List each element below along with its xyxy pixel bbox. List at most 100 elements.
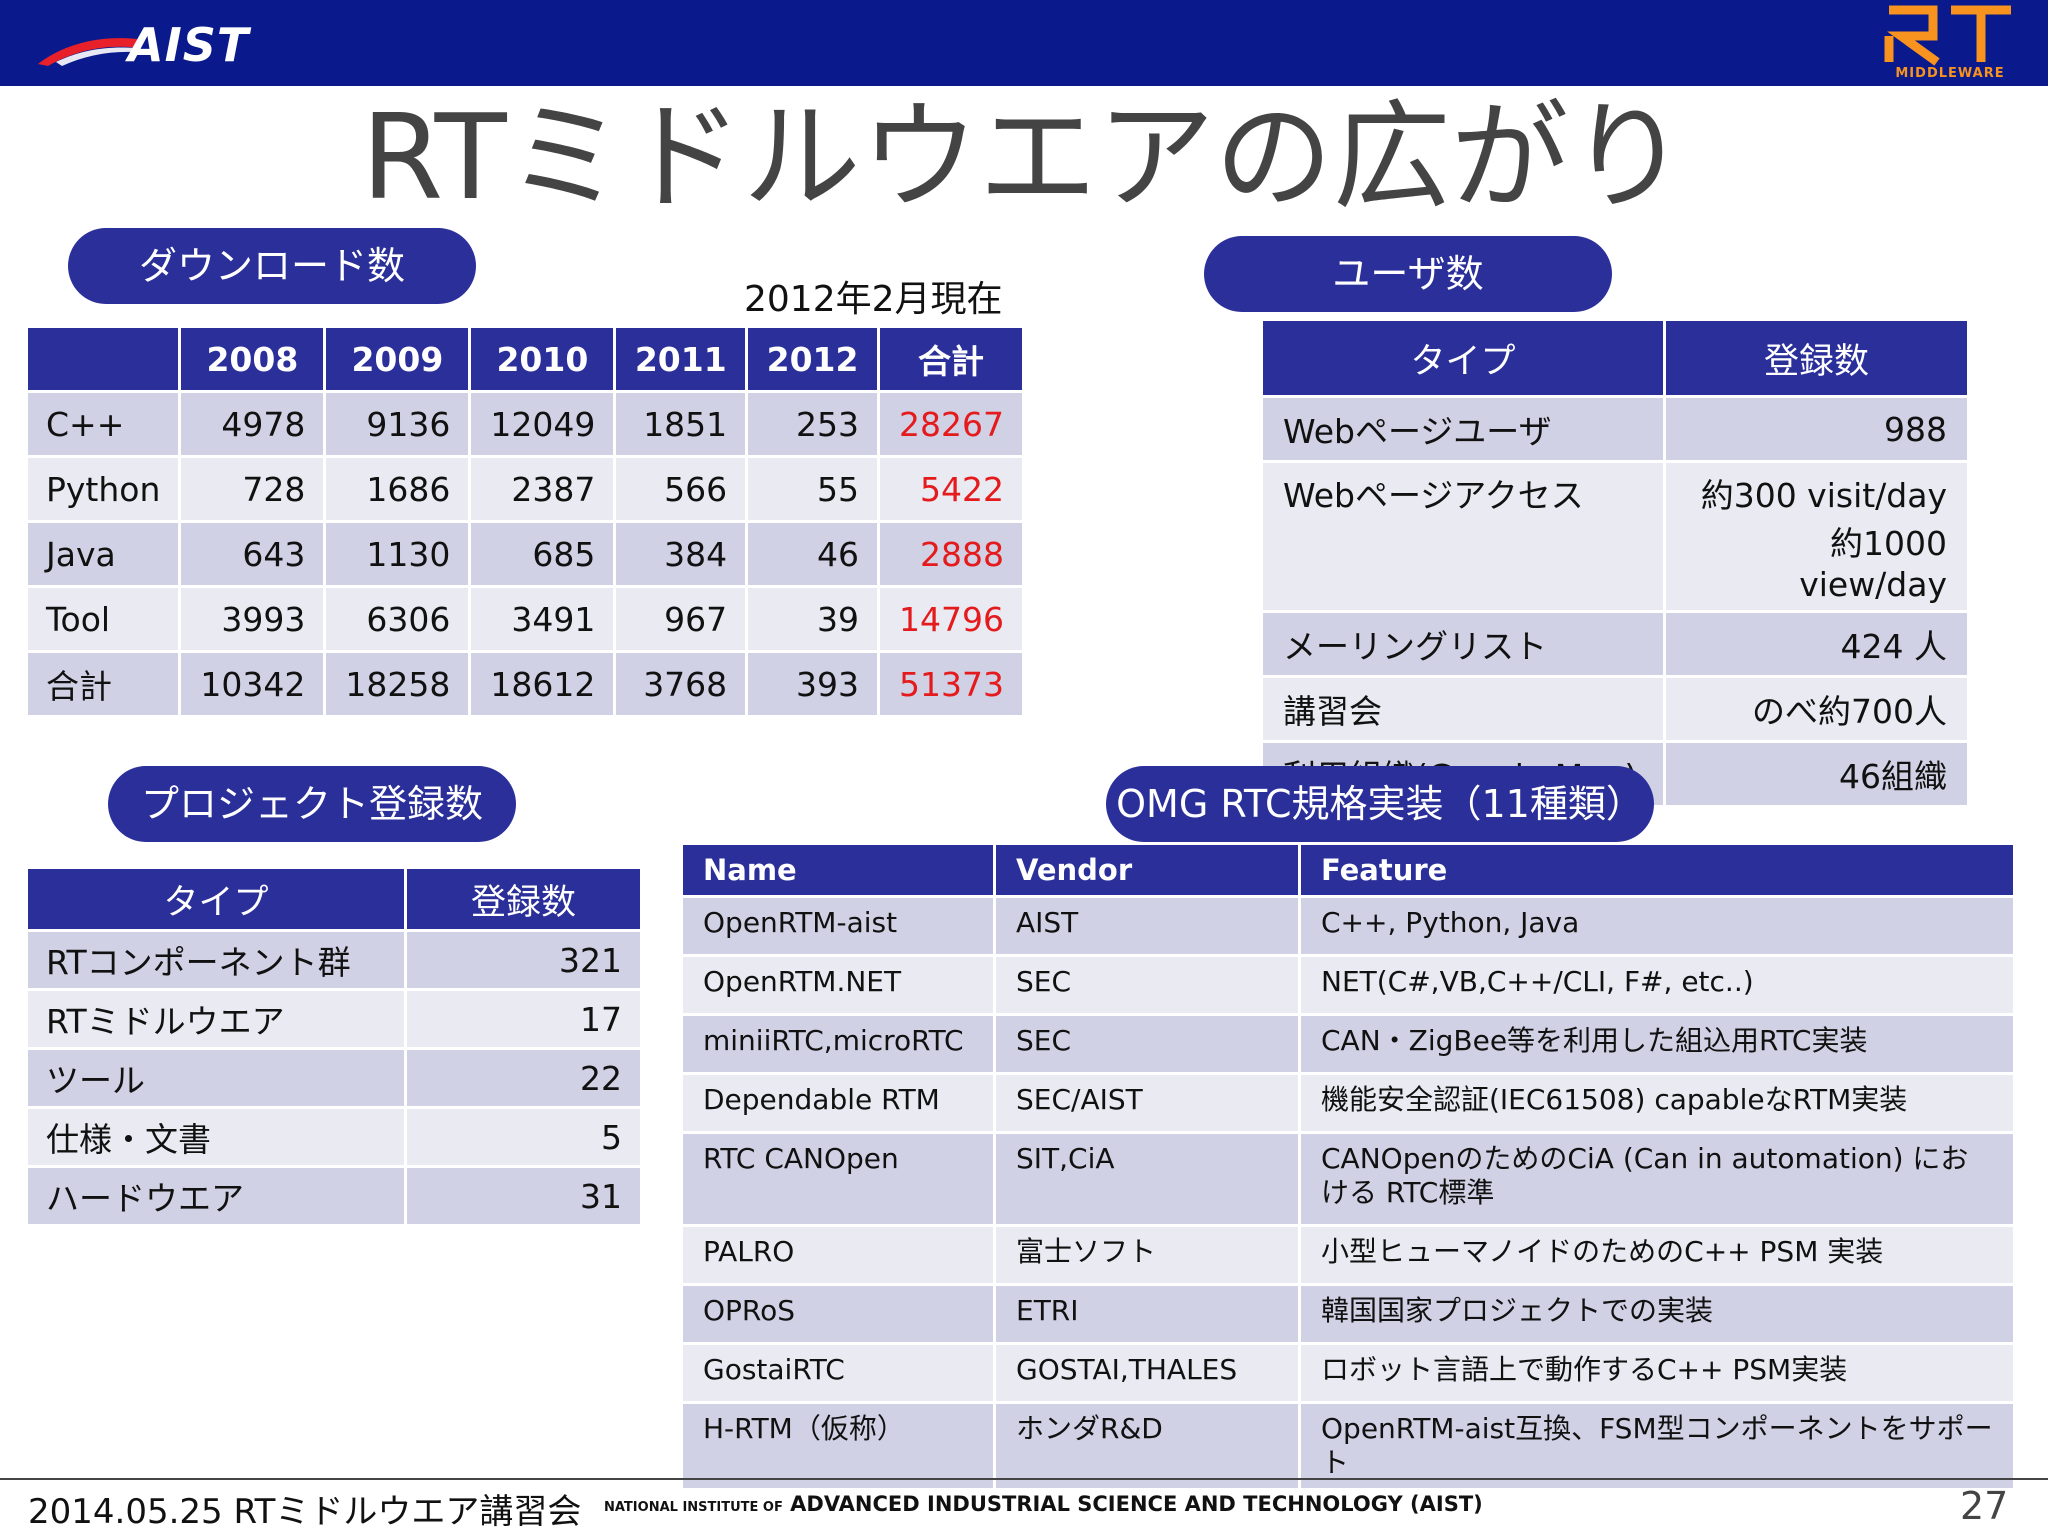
- table-cell: C++: [28, 393, 179, 455]
- table-header-cell: Feature: [1301, 845, 2013, 895]
- aist-logo: AIST: [36, 16, 266, 72]
- table-cell: 合計: [28, 653, 179, 715]
- table-cell: ロボット言語上で動作するC++ PSM実装: [1301, 1345, 2013, 1401]
- rt-middleware-logo: MIDDLEWARE: [1875, 2, 2025, 84]
- table-row: ツール 22: [28, 1050, 640, 1106]
- footer-institute-name: ADVANCED INDUSTRIAL SCIENCE AND TECHNOLO…: [790, 1492, 1483, 1516]
- aist-swoosh-icon: [38, 38, 144, 66]
- table-cell: 3491: [471, 588, 614, 650]
- table-cell: 424 人: [1666, 613, 1967, 675]
- users-pill: ユーザ数: [1204, 236, 1612, 312]
- table-cell: Python: [28, 458, 179, 520]
- table-cell: 仕様・文書: [28, 1109, 404, 1165]
- table-row: PALRO 富士ソフト 小型ヒューマノイドのためのC++ PSM 実装: [683, 1227, 2013, 1283]
- table-cell: 967: [616, 588, 746, 650]
- table-cell: 18612: [471, 653, 614, 715]
- omg-table: Name Vendor Feature OpenRTM-aist AIST C+…: [680, 842, 2016, 1491]
- table-cell: SEC: [996, 957, 1298, 1013]
- table-cell: 3993: [181, 588, 324, 650]
- table-cell: GOSTAI,THALES: [996, 1345, 1298, 1401]
- table-cell: OpenRTM-aist互換、FSM型コンポーネントをサポート: [1301, 1404, 2013, 1488]
- table-row: メーリングリスト 424 人: [1263, 613, 1967, 675]
- table-cell: Webページユーザ: [1263, 398, 1663, 460]
- table-cell: 小型ヒューマノイドのためのC++ PSM 実装: [1301, 1227, 2013, 1283]
- table-cell: SIT,CiA: [996, 1134, 1298, 1224]
- table-header-cell: 2010: [471, 328, 614, 390]
- table-cell: RTC CANOpen: [683, 1134, 993, 1224]
- table-cell: GostaiRTC: [683, 1345, 993, 1401]
- omg-pill: OMG RTC規格実装（11種類）: [1106, 766, 1654, 842]
- table-cell-total: 28267: [879, 393, 1022, 455]
- table-cell: miniiRTC,microRTC: [683, 1016, 993, 1072]
- downloads-pill: ダウンロード数: [68, 228, 476, 304]
- table-cell: 講習会: [1263, 678, 1663, 740]
- table-row: C++ 4978 9136 12049 1851 253 28267: [28, 393, 1022, 455]
- table-cell: 18258: [326, 653, 469, 715]
- table-cell: 22: [407, 1050, 640, 1106]
- table-cell: 6306: [326, 588, 469, 650]
- footer-date-event: 2014.05.25 RTミドルウエア講習会: [28, 1492, 582, 1532]
- table-cell: C++, Python, Java: [1301, 898, 2013, 954]
- table-header-cell: Name: [683, 845, 993, 895]
- table-header-row: タイプ 登録数: [28, 869, 640, 929]
- table-cell: ホンダR&D: [996, 1404, 1298, 1488]
- table-header-cell: 2008: [181, 328, 324, 390]
- table-header-cell: Vendor: [996, 845, 1298, 895]
- footer-divider: [0, 1478, 2048, 1480]
- table-cell: 1130: [326, 523, 469, 585]
- table-row-total: 合計 10342 18258 18612 3768 393 51373: [28, 653, 1022, 715]
- projects-table: タイプ 登録数 RTコンポーネント群 321 RTミドルウエア 17 ツール 2…: [25, 866, 643, 1227]
- table-header-cell: タイプ: [28, 869, 404, 929]
- table-cell: ツール: [28, 1050, 404, 1106]
- table-row: OpenRTM.NET SEC NET(C#,VB,C++/CLI, F#, e…: [683, 957, 2013, 1013]
- table-row: ハードウエア 31: [28, 1168, 640, 1224]
- table-row: miniiRTC,microRTC SEC CAN・ZigBee等を利用した組込…: [683, 1016, 2013, 1072]
- table-cell: OpenRTM-aist: [683, 898, 993, 954]
- rt-logo-icon: [1884, 5, 2011, 66]
- table-cell: 1686: [326, 458, 469, 520]
- table-header-row: 2008 2009 2010 2011 2012 合計: [28, 328, 1022, 390]
- table-header-cell: タイプ: [1263, 321, 1663, 395]
- table-header-row: タイプ 登録数: [1263, 321, 1967, 395]
- users-table: タイプ 登録数 Webページユーザ 988 Webページアクセス 約300 vi…: [1260, 318, 1970, 808]
- table-row: RTC CANOpen SIT,CiA CANOpenのためのCiA (Can …: [683, 1134, 2013, 1224]
- table-cell: 321: [407, 932, 640, 988]
- table-cell: 643: [181, 523, 324, 585]
- table-cell: ハードウエア: [28, 1168, 404, 1224]
- table-cell: 9136: [326, 393, 469, 455]
- table-cell: RTミドルウエア: [28, 991, 404, 1047]
- footer-institute: NATIONAL INSTITUTE OF ADVANCED INDUSTRIA…: [604, 1492, 1483, 1516]
- footer-institute-small: NATIONAL INSTITUTE OF: [604, 1500, 783, 1515]
- table-header-cell: 登録数: [407, 869, 640, 929]
- date-note: 2012年2月現在: [744, 279, 1003, 320]
- table-cell: 46組織: [1666, 743, 1967, 805]
- table-row: RTコンポーネント群 321: [28, 932, 640, 988]
- table-cell: 31: [407, 1168, 640, 1224]
- table-cell: 685: [471, 523, 614, 585]
- table-cell: Dependable RTM: [683, 1075, 993, 1131]
- table-cell: PALRO: [683, 1227, 993, 1283]
- table-cell: 566: [616, 458, 746, 520]
- table-cell: 韓国国家プロジェクトでの実装: [1301, 1286, 2013, 1342]
- table-cell: 39: [748, 588, 877, 650]
- table-cell: Webページアクセス: [1263, 463, 1663, 610]
- table-cell: 988: [1666, 398, 1967, 460]
- table-row: Webページアクセス 約300 visit/day 約1000 view/day: [1263, 463, 1967, 610]
- table-header-row: Name Vendor Feature: [683, 845, 2013, 895]
- table-row: Java 643 1130 685 384 46 2888: [28, 523, 1022, 585]
- access-visits: 約300 visit/day: [1700, 476, 1947, 515]
- downloads-table: 2008 2009 2010 2011 2012 合計 C++ 4978 913…: [25, 325, 1025, 718]
- table-cell: 約300 visit/day 約1000 view/day: [1666, 463, 1967, 610]
- table-row: 仕様・文書 5: [28, 1109, 640, 1165]
- table-row: OpenRTM-aist AIST C++, Python, Java: [683, 898, 2013, 954]
- table-row: GostaiRTC GOSTAI,THALES ロボット言語上で動作するC++ …: [683, 1345, 2013, 1401]
- table-cell-total: 51373: [879, 653, 1022, 715]
- table-header-cell: 2012: [748, 328, 877, 390]
- table-cell: 55: [748, 458, 877, 520]
- table-cell: 10342: [181, 653, 324, 715]
- table-row: Python 728 1686 2387 566 55 5422: [28, 458, 1022, 520]
- aist-logo-text: AIST: [128, 18, 250, 72]
- table-row: Dependable RTM SEC/AIST 機能安全認証(IEC61508)…: [683, 1075, 2013, 1131]
- table-cell: NET(C#,VB,C++/CLI, F#, etc..): [1301, 957, 2013, 1013]
- table-cell: 393: [748, 653, 877, 715]
